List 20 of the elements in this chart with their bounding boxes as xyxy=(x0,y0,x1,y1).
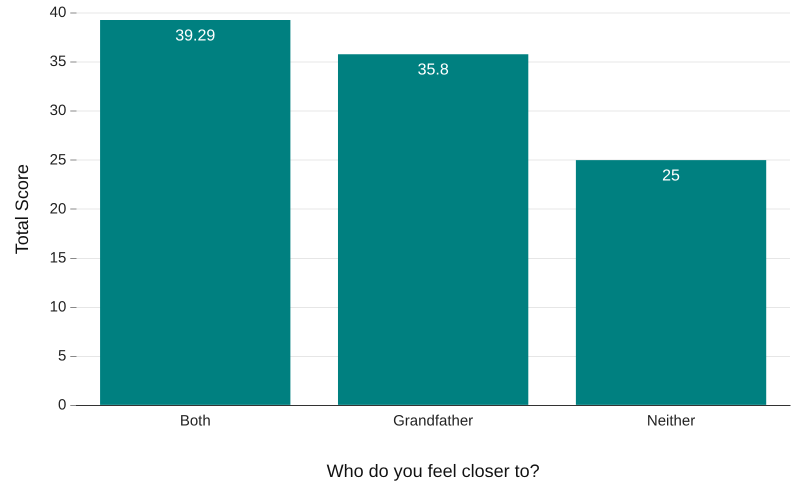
y-tick-label: 40 xyxy=(50,4,66,22)
bar xyxy=(576,160,766,405)
y-tick-label: 0 xyxy=(58,396,66,414)
y-tick-label: 20 xyxy=(50,200,66,218)
y-tick-label: 5 xyxy=(58,347,66,364)
x-tick-label: Neither xyxy=(646,412,696,430)
y-tick-label: 10 xyxy=(50,298,66,316)
y-tick-label: 35 xyxy=(50,53,66,70)
bar xyxy=(100,20,290,405)
y-tick-label: 15 xyxy=(50,249,66,266)
y-tick-label: 30 xyxy=(50,102,66,120)
data-label: 25 xyxy=(662,168,680,185)
y-tick-label: 25 xyxy=(50,151,66,168)
bar xyxy=(338,54,528,405)
y-axis-title: Total Score xyxy=(12,164,32,254)
data-label: 35.8 xyxy=(418,62,449,79)
data-label: 39.29 xyxy=(175,27,216,44)
x-axis-title: Who do you feel closer to? xyxy=(326,461,540,482)
x-tick-label: Grandfather xyxy=(393,412,474,430)
x-tick-label: Both xyxy=(180,412,211,430)
